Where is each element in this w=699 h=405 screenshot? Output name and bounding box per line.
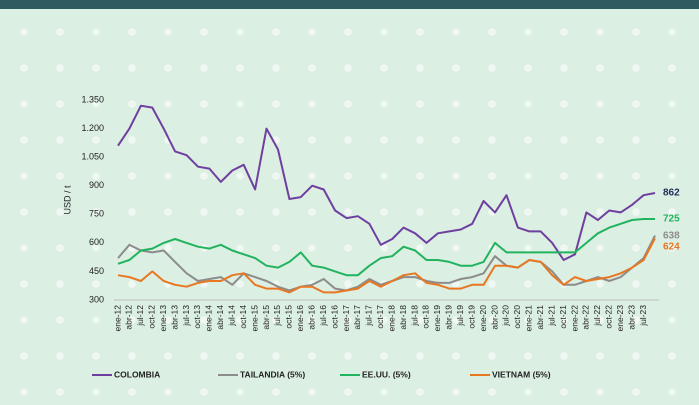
legend-label: TAILANDIA (5%) [240,369,305,379]
x-tick-label: abr-23 [626,305,636,330]
x-tick-label: ene-20 [478,305,488,332]
x-tick-label: abr-17 [352,305,362,330]
x-tick-label: ene-16 [295,305,305,332]
end-value-label: 638 [663,230,680,241]
x-tick-label: jul-19 [455,305,465,327]
y-tick-label: 600 [89,237,104,247]
x-tick-label: jul-12 [135,305,145,327]
y-axis-label: USD / t [62,185,72,215]
x-tick-label: abr-13 [169,305,179,330]
x-tick-label: oct-18 [421,305,431,329]
x-tick-label: abr-18 [398,305,408,330]
x-tick-label: ene-18 [386,305,396,332]
x-tick-label: ene-15 [249,305,259,332]
x-tick-label: abr-15 [261,305,271,330]
line-series [117,218,655,277]
x-tick-label: abr-14 [215,305,225,330]
y-tick-label: 1.050 [81,152,104,162]
x-tick-label: oct-17 [375,305,385,329]
header-band [0,0,699,9]
x-tick-label: abr-20 [489,305,499,330]
x-tick-label: oct-13 [192,305,202,329]
legend-label: COLOMBIA [114,369,160,379]
x-tick-label: oct-12 [147,305,157,329]
x-tick-label: jul-15 [272,305,282,327]
legend-label: VIETNAM (5%) [492,369,551,379]
x-tick-label: jul-20 [501,305,511,327]
x-tick-label: jul-23 [638,305,648,327]
y-tick-label: 1.200 [81,123,104,133]
legend-label: EE.UU. (5%) [362,369,411,379]
x-tick-label: oct-16 [329,305,339,329]
x-tick-label: oct-15 [284,305,294,329]
x-tick-label: abr-19 [444,305,454,330]
x-tick-label: jul-14 [227,305,237,327]
x-tick-label: jul-16 [318,305,328,327]
x-tick-label: abr-22 [581,305,591,330]
x-tick-label: jul-13 [181,305,191,327]
x-tick-label: ene-17 [341,305,351,332]
x-tick-label: abr-16 [306,305,316,330]
x-tick-label: abr-12 [124,305,134,330]
x-tick-label: jul-21 [546,305,556,327]
x-tick-label: oct-19 [466,305,476,329]
x-tick-label: oct-14 [238,305,248,329]
end-value-label: 624 [663,241,680,252]
y-tick-label: 750 [89,209,104,219]
x-tick-label: ene-14 [204,305,214,332]
x-tick-label: ene-22 [569,305,579,332]
end-value-label: 725 [663,214,680,225]
y-tick-label: 1.350 [81,94,104,104]
y-tick-label: 450 [89,266,104,276]
x-tick-label: oct-20 [512,305,522,329]
line-series [117,237,656,294]
x-tick-label: jul-18 [409,305,419,327]
line-series [117,104,656,261]
x-tick-label: ene-19 [432,305,442,332]
x-tick-label: ene-23 [615,305,625,332]
y-tick-label: 300 [89,294,104,304]
y-tick-label: 900 [89,180,104,190]
x-tick-label: jul-17 [364,305,374,327]
x-tick-label: ene-21 [524,305,534,332]
x-tick-label: ene-12 [112,305,122,332]
x-tick-label: abr-21 [535,305,545,330]
x-tick-label: oct-21 [558,305,568,329]
x-tick-label: ene-13 [158,305,168,332]
x-tick-label: oct-22 [604,305,614,329]
end-value-label: 862 [663,188,680,199]
x-tick-label: jul-22 [592,305,602,327]
